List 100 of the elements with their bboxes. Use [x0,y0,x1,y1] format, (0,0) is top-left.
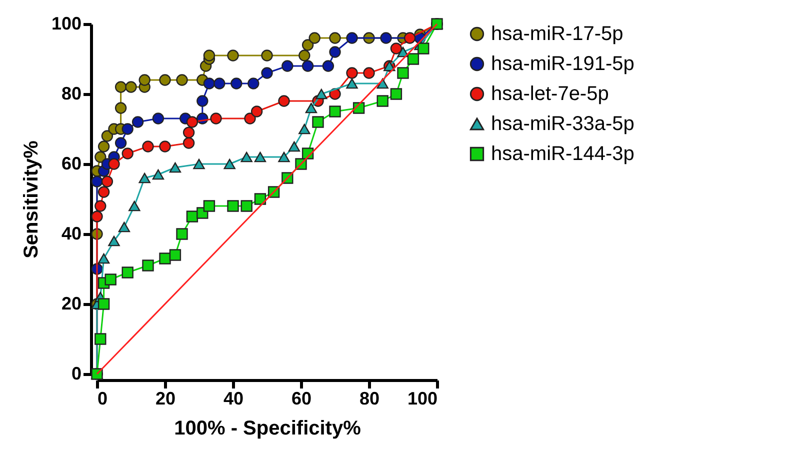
x-tick-label: 40 [223,388,244,408]
point [346,67,358,79]
point [169,249,182,261]
point [182,126,195,138]
y-axis-title: Sensitivity% [20,140,42,258]
point [380,32,392,44]
point [122,148,134,160]
point [244,112,256,124]
point [278,95,290,107]
point [169,162,182,173]
point [240,152,252,162]
point [114,102,127,114]
y-tick-label: 80 [61,84,82,104]
point [248,78,260,90]
point [203,78,216,90]
point [329,106,341,118]
point [278,152,290,162]
point [114,137,127,149]
x-axis-title: 100% - Specificity% [174,418,362,440]
point [159,74,171,86]
point [122,123,134,135]
point [98,186,110,198]
point [176,74,188,86]
point [329,88,341,100]
point [254,193,266,205]
point [94,333,106,345]
legend-label: hsa-let-7e-5p [491,83,609,105]
point [203,200,216,212]
point [186,116,198,128]
point [210,112,222,124]
point [302,39,314,51]
point [390,42,402,54]
point [152,169,164,180]
point [254,152,266,162]
point [302,60,314,72]
point [125,81,137,93]
point [346,32,358,44]
point [282,60,294,72]
point [118,222,130,232]
point [346,78,358,89]
point [407,53,420,65]
point [176,228,188,240]
y-tick-label: 60 [61,154,82,174]
point [98,253,110,264]
y-tick-label: 20 [61,294,82,314]
point [322,60,334,72]
point [182,137,195,149]
point [101,176,114,188]
point [363,67,375,79]
point [214,78,226,90]
point [397,67,409,79]
point [142,260,154,272]
point [98,298,110,310]
point [224,158,236,170]
point [312,116,324,128]
point [193,158,205,170]
point [91,210,103,222]
legend-label: hsa-miR-33a-5p [491,113,634,135]
point [227,50,239,62]
point [261,67,273,79]
point [404,32,416,44]
x-tick-label: 80 [359,388,380,408]
legend-label: hsa-miR-17-5p [491,23,624,45]
point [186,210,198,222]
legend-label: hsa-miR-144-3p [491,143,634,165]
point [94,200,106,212]
point [288,141,300,152]
x-tick-label: 0 [98,388,108,408]
x-tick-label: 60 [291,388,312,408]
point [329,46,341,58]
point [104,274,116,286]
point [261,50,273,62]
point [91,176,103,188]
point [108,158,120,170]
point [152,112,164,124]
point [298,124,310,134]
x-tick-label: 20 [155,388,176,408]
point [159,252,171,264]
point [196,95,208,107]
x-tick-label: 100 [407,388,438,408]
point [108,236,120,246]
point [159,140,171,152]
point [138,74,150,86]
point [329,32,341,44]
point [94,151,106,163]
point [240,200,252,212]
point [132,116,144,128]
point [316,88,328,100]
point [230,78,242,90]
point [298,50,310,62]
point [227,200,239,212]
y-tick-label: 100 [51,14,82,34]
point [250,106,263,118]
point [376,95,388,107]
point [114,81,127,93]
point [142,140,154,152]
legend-label: hsa-miR-191-5p [491,53,634,75]
point [308,32,320,44]
point [305,102,318,114]
y-tick-label: 40 [61,224,82,244]
